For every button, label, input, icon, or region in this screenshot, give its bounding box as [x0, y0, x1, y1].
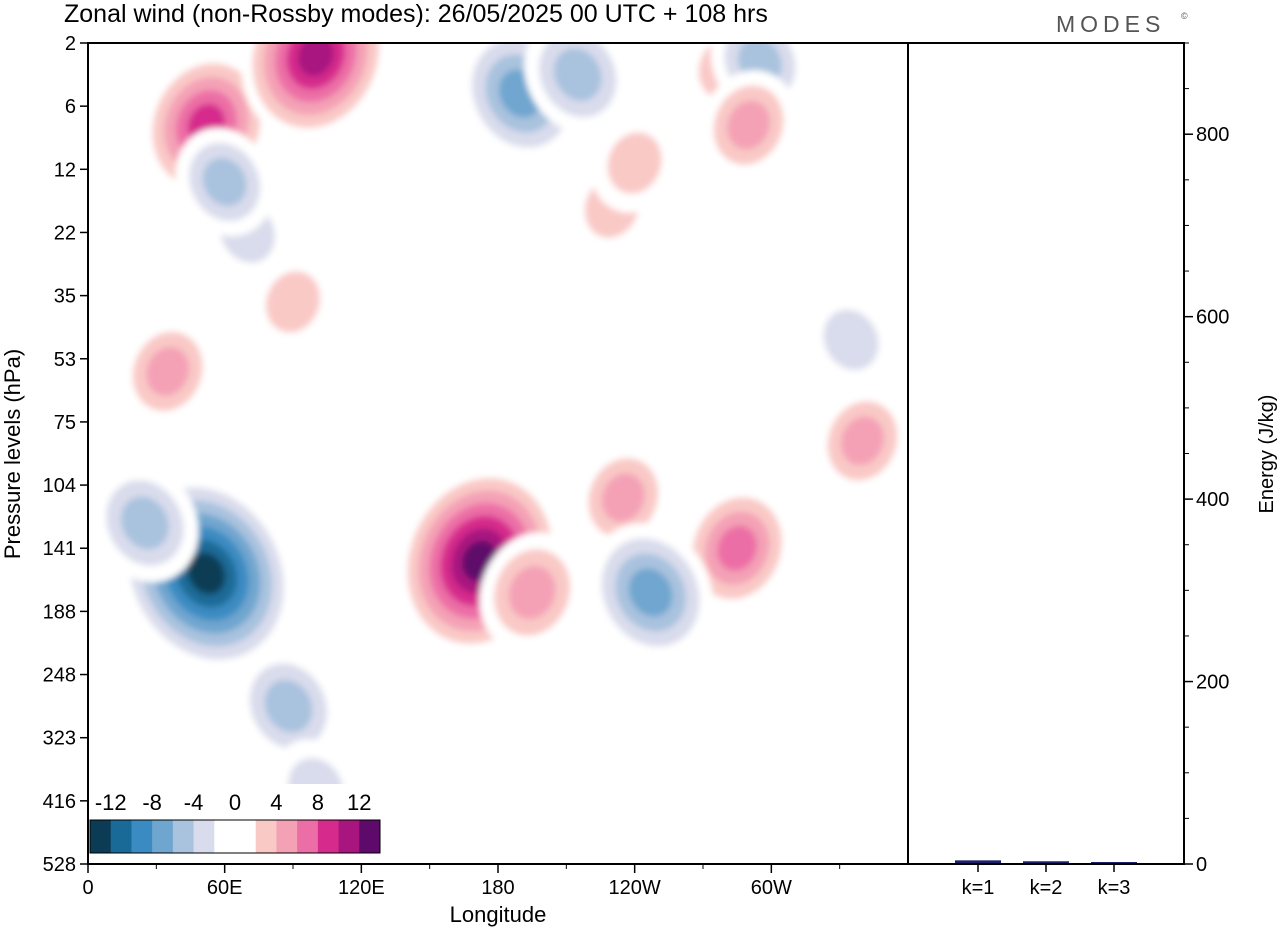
colorbar-swatch	[172, 820, 195, 853]
colorbar-swatch	[297, 820, 319, 853]
energy-tick-label: 800	[1196, 124, 1229, 146]
wind-anomaly-13	[524, 43, 632, 134]
chart-title: Zonal wind (non-Rossby modes): 26/05/202…	[64, 0, 768, 28]
colorbar-label: -12	[95, 790, 127, 815]
energy-panel-frame	[907, 42, 1185, 865]
wind-anomaly-24	[590, 113, 679, 213]
colorbar-label: -4	[184, 790, 204, 815]
colorbar-label: 8	[312, 790, 324, 815]
y-tick-label: 53	[54, 349, 76, 371]
y-tick-label: 528	[43, 854, 76, 876]
wind-anomaly-3	[234, 646, 343, 766]
brand-logo: MODES	[1056, 11, 1165, 37]
wind-anomaly-22	[806, 290, 896, 389]
y-tick-label: 188	[43, 601, 76, 623]
y-tick-label: 75	[54, 412, 76, 434]
pressure-axis: 2 6 12 22 35 53 75 104 141 188 248 323 416 528	[43, 33, 88, 876]
colorbar-swatch	[235, 820, 257, 853]
y-tick-label: 12	[54, 159, 76, 181]
x-tick-label: 60E	[207, 877, 243, 899]
longitude-axis: 0 60E 120E 180 120W 60W	[82, 864, 841, 899]
wind-anomaly-17	[175, 127, 274, 237]
energy-tick-label: 0	[1196, 854, 1207, 876]
energy-tick-label: 400	[1196, 489, 1229, 511]
energy-tick-label: 200	[1196, 672, 1229, 694]
colorbar-swatch	[110, 820, 132, 853]
energy-bar	[1023, 861, 1069, 864]
energy-category-label: k=2	[1030, 877, 1063, 899]
colorbar-frame	[89, 819, 381, 854]
energy-bars: k=1 k=2 k=3	[955, 860, 1137, 899]
x-tick-label: 180	[481, 877, 514, 899]
wind-anomaly-6	[479, 532, 585, 653]
wind-anomaly-11	[241, 43, 391, 141]
x-tick-label: 120E	[338, 877, 385, 899]
energy-category-label: k=3	[1098, 877, 1131, 899]
colorbar: -12 -8 -4 0 4 8 12	[88, 784, 384, 858]
colorbar-label: 4	[270, 790, 282, 815]
x-tick-label: 120W	[609, 877, 661, 899]
colorbar-swatch	[317, 820, 340, 853]
colorbar-label: -8	[142, 790, 162, 815]
x-axis-label: Longitude	[450, 902, 547, 927]
wind-anomaly-9	[588, 523, 714, 662]
y-tick-label: 104	[43, 475, 76, 497]
colorbar-label: 12	[347, 790, 371, 815]
colorbar-swatch	[193, 820, 215, 853]
brand-mark: ©	[1181, 11, 1188, 21]
energy-axis-label: Energy (J/kg)	[1256, 395, 1278, 514]
energy-bar	[955, 860, 1001, 864]
y-tick-label: 416	[43, 791, 76, 813]
y-tick-label: 35	[54, 286, 76, 308]
y-tick-label: 141	[43, 538, 76, 560]
y-tick-label: 6	[65, 96, 76, 118]
wind-anomaly-23	[700, 70, 797, 180]
energy-axis: 0 200 400 600 800	[1184, 42, 1229, 876]
y-tick-label: 323	[43, 728, 76, 750]
colorbar-swatch	[131, 820, 153, 853]
wind-anomaly-19	[119, 316, 217, 427]
y-tick-label: 22	[54, 222, 76, 244]
colorbar-swatch	[338, 820, 360, 853]
colorbar-swatch	[255, 820, 277, 853]
colorbar-swatch	[152, 820, 174, 853]
y-axis-label: Pressure levels (hPa)	[0, 349, 25, 559]
colorbar-label: 0	[229, 790, 241, 815]
wind-anomaly-2	[91, 463, 199, 583]
colorbar-swatch	[214, 820, 236, 853]
energy-category-label: k=1	[962, 877, 995, 899]
wind-anomaly-18	[248, 252, 338, 352]
y-tick-label: 2	[65, 33, 76, 55]
x-tick-label: 60W	[751, 877, 792, 899]
y-tick-label: 248	[43, 665, 76, 687]
contour-field	[91, 43, 908, 838]
colorbar-swatch	[276, 820, 298, 853]
energy-tick-label: 600	[1196, 307, 1229, 329]
wind-anomaly-21	[814, 386, 908, 496]
x-tick-label: 0	[82, 877, 93, 899]
colorbar-swatch	[359, 820, 381, 853]
colorbar-swatch	[90, 820, 112, 853]
